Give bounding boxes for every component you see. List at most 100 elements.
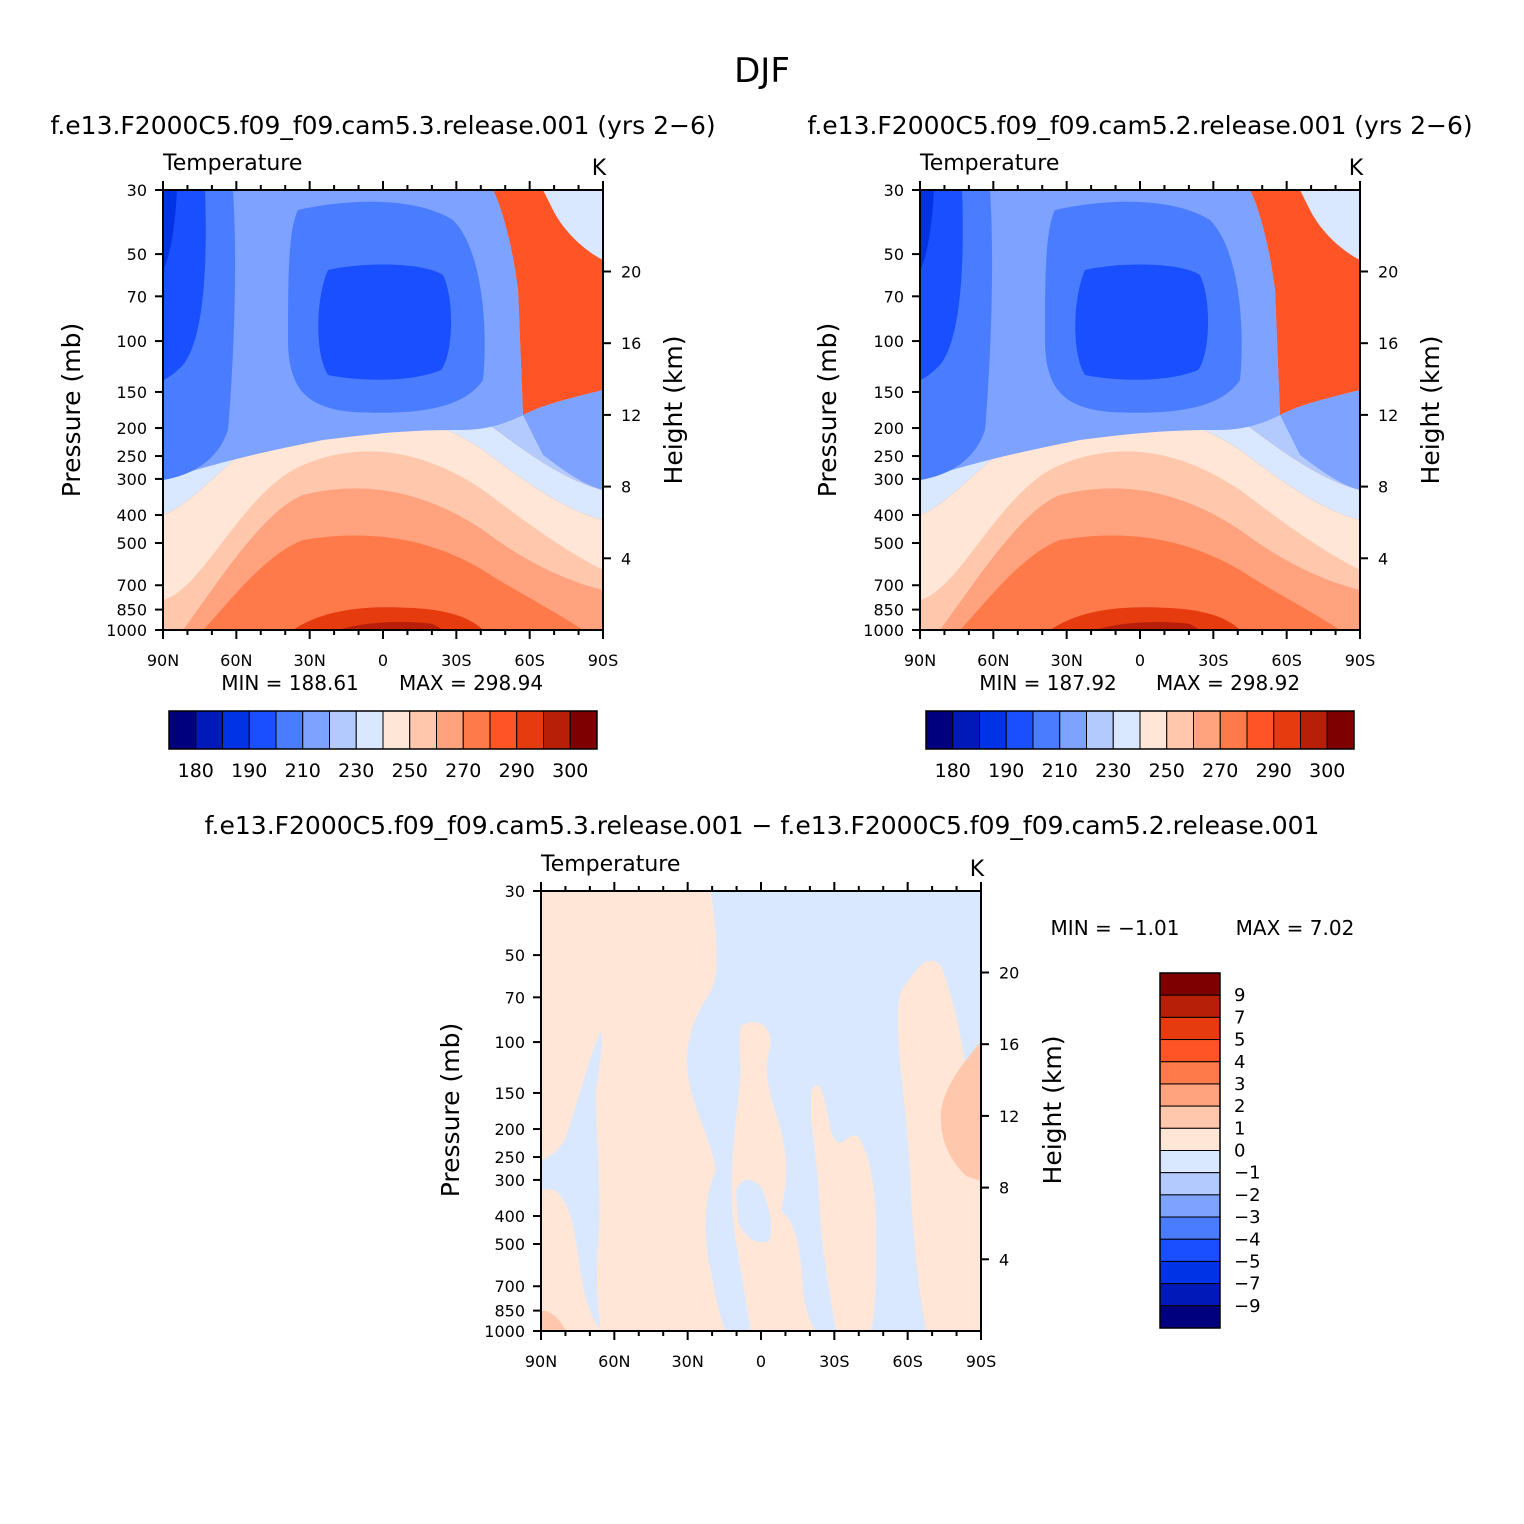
x-tick-label: 0 xyxy=(378,651,388,670)
colorbar-swatch xyxy=(1159,1150,1221,1174)
y-axis-label: Pressure (mb) xyxy=(57,323,86,497)
y-tick-label: 400 xyxy=(116,506,147,525)
contour-band xyxy=(920,412,1360,630)
contour-band xyxy=(163,190,177,270)
min-label: MIN = 187.92 xyxy=(979,671,1117,695)
y2-tick-label: 12 xyxy=(621,406,641,425)
y2-tick-label: 4 xyxy=(1378,549,1388,568)
y-tick-label: 700 xyxy=(116,576,147,595)
y-tick-label: 500 xyxy=(873,534,904,553)
colorbar-swatch xyxy=(1159,972,1221,996)
colorbar-swatch xyxy=(462,710,491,750)
colorbar-label: 2 xyxy=(1234,1096,1245,1117)
y2-tick-label: 20 xyxy=(621,262,641,281)
y-tick-label: 850 xyxy=(494,1302,525,1321)
x-tick-label: 0 xyxy=(1135,651,1145,670)
y-tick-label: 70 xyxy=(884,287,904,306)
colorbar-swatch xyxy=(1159,1238,1221,1262)
y-tick-label: 150 xyxy=(873,383,904,402)
contour-plot xyxy=(163,190,603,630)
colorbar-label: 270 xyxy=(1202,760,1238,782)
y-tick-label: 30 xyxy=(505,882,525,901)
colorbar-swatch xyxy=(168,710,197,750)
colorbar-label: 5 xyxy=(1234,1030,1245,1051)
colorbar-frame xyxy=(1159,972,1221,1329)
max-label: MAX = 7.02 xyxy=(1236,916,1355,940)
x-tick-label: 90S xyxy=(966,1352,997,1371)
colorbar-swatch xyxy=(1159,994,1221,1018)
y2-axis-label: Height (km) xyxy=(1416,336,1445,485)
contour-band xyxy=(920,190,963,380)
colorbar-swatch xyxy=(1032,710,1061,750)
colorbar-label: 1 xyxy=(1234,1118,1245,1139)
y-tick-label: 200 xyxy=(116,419,147,438)
variable-label: Temperature xyxy=(540,852,680,877)
x-tick-label: 60S xyxy=(892,1352,923,1371)
y-tick-label: 50 xyxy=(127,245,147,264)
colorbar-swatch xyxy=(409,710,437,750)
y-tick-label: 1000 xyxy=(863,621,904,640)
contour-band xyxy=(541,1189,601,1331)
colorbar-swatch xyxy=(979,710,1007,750)
colorbar-swatch xyxy=(1005,710,1034,750)
colorbar-swatch xyxy=(1159,1260,1221,1285)
min-label: MIN = 188.61 xyxy=(221,671,359,695)
contour-band xyxy=(940,1041,981,1181)
y-tick-label: 500 xyxy=(494,1235,525,1254)
min-label: MIN = −1.01 xyxy=(1051,916,1180,940)
y-tick-label: 250 xyxy=(116,447,147,466)
colorbar-label: 270 xyxy=(445,760,481,782)
y-tick-label: 30 xyxy=(127,181,147,200)
contour-band xyxy=(1075,264,1209,380)
colorbar-label: 3 xyxy=(1234,1074,1245,1095)
x-tick-label: 90N xyxy=(525,1352,557,1371)
x-tick-label: 30S xyxy=(819,1352,850,1371)
variable-label: Temperature xyxy=(919,151,1059,176)
x-tick-label: 60N xyxy=(598,1352,630,1371)
x-tick-label: 90N xyxy=(147,651,179,670)
colorbar-swatch xyxy=(1159,1127,1221,1151)
figure-title: DJF xyxy=(734,51,790,91)
y-tick-label: 1000 xyxy=(106,621,147,640)
colorbar-swatch xyxy=(1159,1061,1221,1085)
colorbar-label: 9 xyxy=(1234,985,1245,1006)
y-tick-label: 100 xyxy=(116,332,147,351)
y-tick-label: 30 xyxy=(884,181,904,200)
colorbar-swatch xyxy=(1273,710,1301,750)
colorbar-swatch xyxy=(1159,1083,1221,1107)
colorbar-label: 180 xyxy=(935,760,971,782)
contour-band xyxy=(1300,190,1360,260)
contour-plot xyxy=(541,891,981,1331)
x-tick-label: 60N xyxy=(977,651,1009,670)
panel-cam53: f.e13.F2000C5.f09_f09.cam5.3.release.001… xyxy=(50,111,715,782)
contour-band xyxy=(1280,390,1360,490)
units-label: K xyxy=(970,857,985,882)
colorbar-label: −3 xyxy=(1234,1207,1261,1228)
y-tick-label: 70 xyxy=(127,287,147,306)
y-tick-label: 100 xyxy=(873,332,904,351)
colorbar-swatch xyxy=(1059,710,1087,750)
colorbar-label: 4 xyxy=(1234,1052,1245,1073)
y-tick-label: 150 xyxy=(116,383,147,402)
colorbar-swatch xyxy=(436,710,464,750)
colorbar-swatch xyxy=(329,710,357,750)
colorbar-swatch xyxy=(1246,710,1275,750)
colorbar-label: −5 xyxy=(1234,1251,1261,1272)
contour-band xyxy=(163,412,603,630)
colorbar-frame xyxy=(168,710,598,750)
x-tick-label: 90S xyxy=(588,651,619,670)
colorbar-frame xyxy=(925,710,1355,750)
panel-title: f.e13.F2000C5.f09_f09.cam5.2.release.001… xyxy=(807,111,1472,140)
colorbar-swatch xyxy=(248,710,277,750)
colorbar-swatch xyxy=(355,710,384,750)
y2-tick-label: 4 xyxy=(999,1250,1009,1269)
x-tick-label: 60S xyxy=(1271,651,1302,670)
colorbar-swatch xyxy=(302,710,330,750)
y2-tick-label: 20 xyxy=(1378,262,1398,281)
y-tick-label: 100 xyxy=(494,1033,525,1052)
panel-cam52: f.e13.F2000C5.f09_f09.cam5.2.release.001… xyxy=(807,111,1472,782)
colorbar-swatch xyxy=(1139,710,1168,750)
colorbar-swatch xyxy=(1193,710,1221,750)
colorbar-swatch xyxy=(1159,1194,1221,1218)
